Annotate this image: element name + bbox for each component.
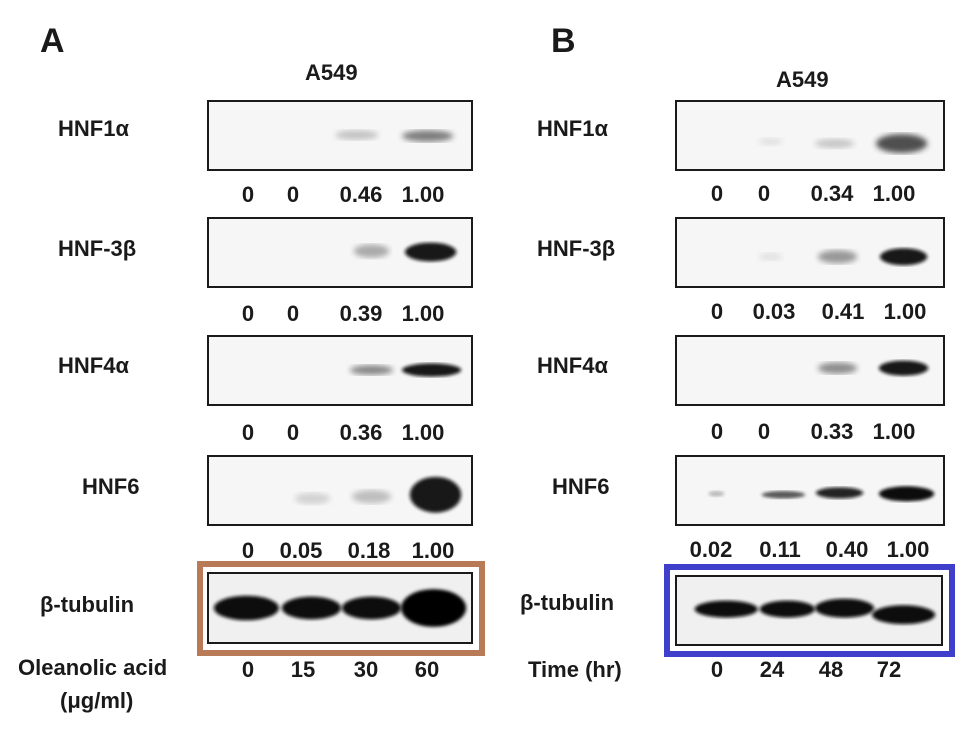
panel-a-hnf6-value: 0.18	[347, 538, 391, 563]
panel-b-label-hnf6: HNF6	[552, 474, 610, 499]
panel-a-x-value: 0	[241, 657, 255, 682]
panel-a-blot-hnf3b	[207, 217, 473, 288]
panel-a-blot-hnf4a	[207, 335, 473, 406]
panel-a-hnf6-value: 1.00	[411, 538, 455, 563]
panel-a-x-value: 60	[414, 657, 440, 682]
panel-a-label-hnf4a: HNF4α	[58, 353, 129, 378]
panel-b-tubulin-highlight	[664, 564, 955, 657]
panel-a-blot-tubulin	[207, 572, 473, 644]
panel-b-label-hnf4a: HNF4α	[537, 353, 608, 378]
panel-a-x-label-unit: (μg/ml)	[60, 688, 134, 713]
panel-a-hnf3b-value: 0	[286, 301, 300, 326]
panel-b-hnf6-value: 1.00	[886, 537, 930, 562]
panel-b-label-hnf1a: HNF1α	[537, 116, 608, 141]
panel-a-hnf4a-value: 0	[286, 420, 300, 445]
panel-a-hnf1a-value: 1.00	[401, 182, 445, 207]
panel-a-x-value: 30	[353, 657, 379, 682]
panel-a-tubulin-highlight	[197, 561, 485, 656]
panel-a-hnf1a-value: 0	[241, 182, 255, 207]
panel-b-x-value: 0	[710, 657, 724, 682]
panel-b-hnf4a-value: 0.33	[810, 419, 854, 444]
panel-a-hnf4a-value: 0	[241, 420, 255, 445]
panel-a-blot-hnf1a	[207, 100, 473, 171]
panel-a-hnf3b-value: 0.39	[339, 301, 383, 326]
panel-b-hnf6-value: 0.11	[759, 537, 801, 562]
panel-a-hnf1a-value: 0.46	[339, 182, 383, 207]
panel-b-hnf1a-value: 0	[757, 181, 771, 206]
panel-a-label-hnf6: HNF6	[82, 474, 140, 499]
panel-a-hnf6-value: 0	[241, 538, 255, 563]
panel-b-letter: B	[551, 22, 576, 60]
panel-b-hnf3b-value: 0	[710, 299, 724, 324]
panel-b-label-hnf3b: HNF-3β	[537, 236, 616, 261]
panel-b-x-label: Time (hr)	[528, 657, 622, 682]
panel-b-hnf4a-value: 1.00	[872, 419, 916, 444]
panel-b-blot-tubulin	[675, 575, 943, 646]
panel-a-hnf4a-value: 1.00	[401, 420, 445, 445]
panel-b-hnf1a-value: 0.34	[810, 181, 854, 206]
panel-a-x-label: Oleanolic acid	[18, 655, 168, 680]
panel-b-x-value: 72	[876, 657, 902, 682]
panel-a-hnf3b-value: 0	[241, 301, 255, 326]
panel-a-hnf3b-value: 1.00	[401, 301, 445, 326]
panel-a-blot-hnf6	[207, 455, 473, 526]
panel-b-hnf3b-value: 0.41	[821, 299, 865, 324]
panel-a-x-value: 15	[290, 657, 316, 682]
panel-b-hnf3b-value: 0.03	[752, 299, 796, 324]
panel-b-blot-hnf3b	[675, 217, 945, 288]
panel-a-letter: A	[40, 22, 65, 60]
panel-b-hnf4a-value: 0	[757, 419, 771, 444]
panel-b-blot-hnf4a	[675, 335, 945, 406]
panel-a-hnf1a-value: 0	[286, 182, 300, 207]
panel-a-cell-line: A549	[305, 60, 358, 85]
panel-a-label-hnf3b: HNF-3β	[58, 236, 137, 261]
panel-b-label-tubulin: β-tubulin	[520, 590, 615, 615]
panel-b-hnf1a-value: 0	[710, 181, 724, 206]
panel-a-label-tubulin: β-tubulin	[40, 592, 135, 617]
panel-b-x-value: 48	[818, 657, 844, 682]
panel-b-cell-line: A549	[776, 67, 829, 92]
panel-b-hnf1a-value: 1.00	[872, 181, 916, 206]
panel-a-hnf6-value: 0.05	[279, 538, 323, 563]
panel-b-hnf6-value: 0.40	[825, 537, 869, 562]
panel-b-hnf4a-value: 0	[710, 419, 724, 444]
panel-a-hnf4a-value: 0.36	[339, 420, 383, 445]
panel-b-blot-hnf1a	[675, 100, 945, 171]
panel-b-x-value: 24	[759, 657, 785, 682]
panel-a-label-hnf1a: HNF1α	[58, 116, 129, 141]
panel-b-hnf3b-value: 1.00	[883, 299, 927, 324]
panel-b-hnf6-value: 0.02	[689, 537, 733, 562]
panel-b-blot-hnf6	[675, 455, 945, 526]
